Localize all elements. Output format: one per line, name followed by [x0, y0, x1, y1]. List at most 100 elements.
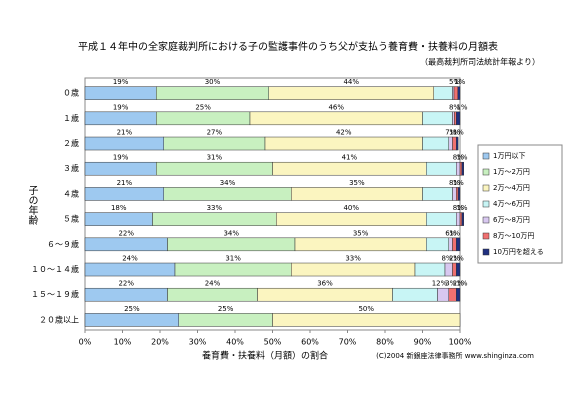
y-tick-label: ２歳 [63, 138, 79, 148]
data-label: 24% [122, 255, 138, 263]
legend-swatch [482, 216, 490, 224]
bar-segment [152, 212, 277, 226]
data-label: 1% [456, 280, 467, 288]
data-label: 46% [328, 103, 344, 111]
x-tick-label: 10% [114, 338, 132, 347]
bar-segment [454, 111, 457, 126]
chart-title: 平成１４年中の全家庭裁判所における子の監護事件のうち父が支払う養育費・扶養料の月… [78, 40, 498, 53]
data-label: 2% [453, 280, 464, 288]
y-tick-label: １０～１４歳 [31, 264, 79, 274]
legend-label: 10万円を超える [493, 247, 544, 256]
data-label: 34% [223, 229, 239, 237]
bar-segment [163, 136, 266, 151]
x-tick-label: 70% [339, 338, 357, 347]
data-label: 30% [205, 78, 221, 86]
bar-segment [156, 111, 251, 126]
legend-swatch [482, 232, 490, 240]
bar-segment [167, 287, 258, 302]
subtitle: （最高裁判所司法統計年報より） [420, 57, 540, 67]
y-tick-label: ３歳 [63, 163, 79, 173]
bar-segment [426, 212, 457, 226]
x-tick-label: 0% [79, 338, 92, 347]
data-label: 8% [453, 154, 464, 162]
data-label: 34% [220, 179, 236, 187]
bar-segment [178, 313, 273, 327]
data-label: 1% [453, 179, 464, 187]
data-label: 25% [195, 103, 211, 111]
data-label: 7% [445, 129, 456, 137]
bar-segment [426, 161, 457, 176]
data-label: 31% [225, 255, 241, 263]
legend-swatch [482, 152, 490, 160]
legend-label: 2万～4万円 [493, 184, 530, 192]
bar-segment [448, 237, 453, 252]
x-tick-label: 20% [151, 338, 169, 347]
data-label: 18% [111, 204, 127, 212]
bar-segment [437, 287, 449, 302]
bar-segment [84, 262, 176, 277]
y-tick-label: ４歳 [63, 188, 79, 198]
legend-label: 6万～8万円 [493, 216, 530, 224]
data-label: 19% [113, 154, 129, 162]
y-axis-label: 子の年齢 [26, 185, 38, 226]
data-label: 1% [456, 154, 467, 162]
legend-box [477, 144, 563, 264]
bar-segment [452, 111, 455, 126]
bar-segment [156, 86, 269, 100]
bar-segment [452, 262, 457, 277]
data-label: 33% [345, 255, 361, 263]
data-label: 1% [456, 204, 467, 212]
x-tick-label: 60% [301, 338, 319, 347]
bar-segment [392, 287, 438, 302]
bar-segment [444, 262, 453, 277]
bar-segment [459, 212, 463, 226]
bar-segment [457, 187, 461, 201]
bar-segment [174, 262, 292, 277]
bar-segment [456, 287, 461, 302]
data-label: 35% [353, 229, 369, 237]
bar-segment [84, 161, 157, 176]
bar-segment [268, 86, 434, 100]
data-label: 8% [449, 103, 460, 111]
data-label: 22% [118, 280, 134, 288]
y-tick-label: １歳 [63, 113, 79, 123]
data-label: 1% [449, 229, 460, 237]
data-label: 21% [117, 129, 133, 137]
data-label: 35% [349, 179, 365, 187]
bar-segment [456, 136, 459, 151]
data-label: 1% [456, 103, 467, 111]
y-tick-label: ５歳 [63, 214, 79, 224]
data-label: 22% [118, 229, 134, 237]
bar-segment [422, 187, 453, 201]
bar-segment [448, 136, 453, 151]
bar-segment [257, 287, 393, 302]
bar-segment [272, 161, 427, 176]
bar-segment [249, 111, 423, 126]
data-label: 41% [342, 154, 358, 162]
data-label: 8% [453, 204, 464, 212]
bar-segment [452, 237, 457, 252]
x-tick-label: 80% [376, 338, 394, 347]
bar-segment [84, 136, 164, 151]
x-tick-label: 40% [226, 338, 244, 347]
bar-segment [433, 86, 453, 100]
bar-segment [456, 187, 459, 201]
bar-segment [291, 262, 416, 277]
x-axis-label: 養育費・扶養料（月額）の割合 [202, 350, 328, 362]
bar-segment [459, 161, 463, 176]
bar-segment [456, 237, 461, 252]
x-tick-label: 50% [264, 338, 282, 347]
bar-segment [414, 262, 446, 277]
x-tick-label: 90% [414, 338, 432, 347]
data-label: 1% [453, 255, 464, 263]
y-tick-label: ２０歳以上 [39, 314, 79, 324]
y-tick-label: １５～１９歳 [31, 289, 79, 299]
legend-label: 8万～10万円 [493, 232, 534, 240]
data-label: 1% [453, 129, 464, 137]
legend-label: 4万～6万円 [493, 200, 530, 208]
bar-segment [294, 237, 427, 252]
data-label: 19% [113, 103, 129, 111]
legend-label: 1万～2万円 [493, 168, 530, 176]
data-label: 33% [207, 204, 223, 212]
